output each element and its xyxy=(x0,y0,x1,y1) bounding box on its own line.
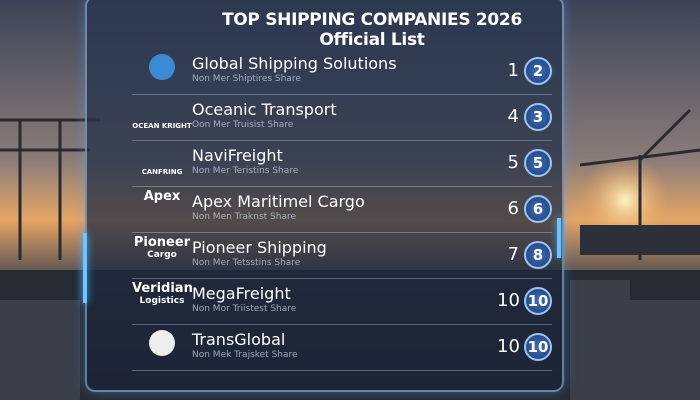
rank-badge: 3 xyxy=(524,103,552,131)
company-row: OCEAN KRIGHT Oceanic Transport Oon Mer Tru… xyxy=(132,94,552,141)
company-subtitle: Non Mor Triistest Share xyxy=(192,304,297,314)
company-subtitle: Non Mer Tetsstins Share xyxy=(192,258,301,268)
company-logo: Veridian Logistics xyxy=(132,281,193,308)
rank-badge: 10 xyxy=(524,333,552,361)
logo-icon xyxy=(149,54,175,80)
company-subtitle: Non Mer Teristins Share xyxy=(192,166,299,176)
company-row: Pioneer Cargo Pioneer Shipping Non Mer Tets… xyxy=(132,232,552,279)
company-logo: OCEAN KRIGHT xyxy=(132,120,192,133)
company-subtitle: Non Mek Trajsket Share xyxy=(192,350,298,360)
company-logo: Apex xyxy=(132,190,192,203)
logo-text: Cargo xyxy=(147,250,177,260)
rank-badge: 10 xyxy=(524,287,552,315)
company-row: Global Shipping Solutions Non Mer Shiptir… xyxy=(132,48,552,95)
rank-number: 4 xyxy=(507,106,519,127)
company-name: NaviFreight xyxy=(192,146,283,165)
company-subtitle: Oon Mer Truisist Share xyxy=(192,120,294,130)
company-name: MegaFreight xyxy=(192,284,291,303)
logo-icon xyxy=(149,330,175,356)
rank-badge: 8 xyxy=(524,241,552,269)
company-name: Oceanic Transport xyxy=(192,100,337,119)
company-subtitle: Non Mer Shiptires Share xyxy=(192,74,301,84)
company-row: CANFRING NaviFreight Non Mer Teristins Sha… xyxy=(132,140,552,187)
logo-text: Logistics xyxy=(139,296,185,306)
company-logo-icon xyxy=(132,328,192,361)
rank-badge: 2 xyxy=(524,57,552,85)
company-row: Apex Apex Maritimel Cargo Non Men Traknst … xyxy=(132,186,552,233)
rank-number: 10 xyxy=(497,336,520,357)
company-name: Apex Maritimel Cargo xyxy=(192,192,365,211)
list-panel: TOP SHIPPING COMPANIES 2026 Official Lis… xyxy=(83,0,564,392)
company-logo-icon xyxy=(132,52,192,85)
rank-number: 5 xyxy=(507,152,519,173)
logo-text: CANFRING xyxy=(141,168,183,176)
company-logo: CANFRING xyxy=(132,166,192,179)
rank-number: 6 xyxy=(507,198,519,219)
company-subtitle: Non Men Traknst Share xyxy=(192,212,297,222)
rank-number: 7 xyxy=(507,244,519,265)
title: TOP SHIPPING COMPANIES 2026 Official Lis… xyxy=(221,10,522,50)
logo-text: Pioneer xyxy=(133,235,191,250)
rank-badge: 5 xyxy=(524,149,552,177)
logo-text: Veridian xyxy=(132,281,193,296)
company-name: Global Shipping Solutions xyxy=(192,54,397,73)
rank-number: 10 xyxy=(497,290,520,311)
company-row: Veridian Logistics MegaFreight Non Mor Trii… xyxy=(132,278,552,325)
company-name: Pioneer Shipping xyxy=(192,238,327,257)
company-row: TransGlobal Non Mek Trajsket Share 10 10 xyxy=(132,324,552,371)
panel-glow xyxy=(83,233,87,303)
rank-number: 1 xyxy=(507,60,519,81)
rank-badge: 6 xyxy=(524,195,552,223)
company-logo: Pioneer Cargo xyxy=(132,236,192,262)
panel-glow xyxy=(557,218,561,258)
logo-text: OCEAN KRIGHT xyxy=(132,122,192,130)
company-name: TransGlobal xyxy=(192,330,286,349)
logo-text: Apex xyxy=(143,189,181,204)
